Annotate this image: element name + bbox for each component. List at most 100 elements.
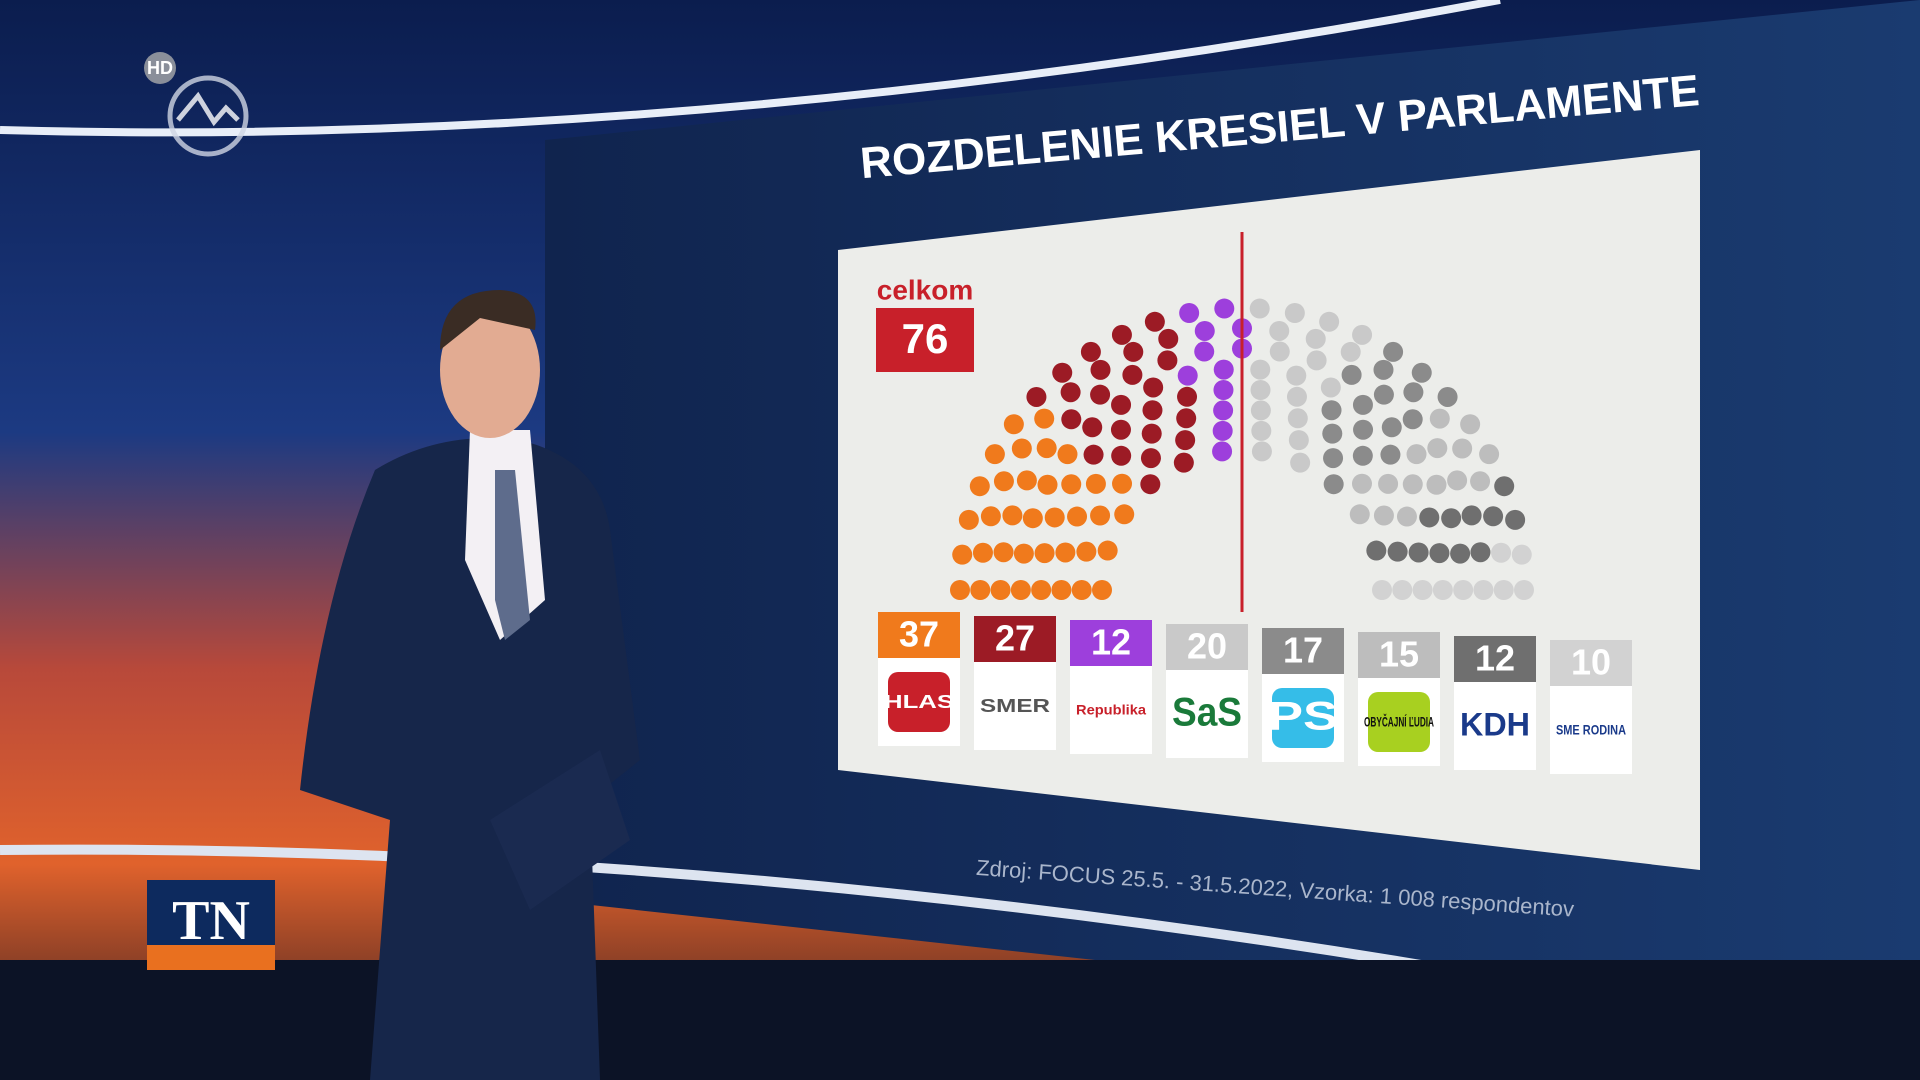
seat (1212, 441, 1233, 462)
seat (1250, 359, 1271, 380)
seat (993, 542, 1014, 563)
seat (1447, 470, 1468, 491)
seat (1177, 365, 1198, 386)
seat (1250, 400, 1271, 421)
seat (1349, 504, 1370, 525)
seat (1176, 408, 1197, 429)
party-value-box (974, 616, 1056, 662)
party-logo-text: Republika (1076, 702, 1146, 718)
party-value-box (1358, 632, 1440, 678)
seat (1076, 541, 1097, 562)
total-box (876, 308, 974, 372)
seat (1373, 384, 1394, 405)
seat (1505, 509, 1526, 530)
party-logo-box (1454, 682, 1536, 770)
party-logo-shape (888, 672, 950, 732)
party-logo-text: KDH (1460, 706, 1530, 742)
total-value: 76 (902, 315, 949, 362)
seat (1177, 386, 1198, 407)
seat (1002, 505, 1023, 526)
seat (972, 542, 993, 563)
seat (1251, 420, 1272, 441)
party-value: 20 (1187, 626, 1227, 667)
seat (1194, 341, 1215, 362)
seat (1142, 400, 1163, 421)
seat (1427, 438, 1448, 459)
seat (1158, 328, 1179, 349)
party-value: 17 (1283, 630, 1323, 671)
party-value-box (878, 612, 960, 658)
seat (1044, 507, 1065, 528)
party-value: 27 (995, 618, 1035, 659)
seat (1175, 430, 1196, 451)
channel-logo-glow (147, 945, 275, 970)
seat (970, 580, 991, 600)
seat (1286, 386, 1307, 407)
seat (1037, 474, 1058, 495)
station-logo (167, 75, 249, 157)
seat (1353, 419, 1374, 440)
hd-text: HD (147, 58, 173, 78)
seat (1378, 473, 1399, 494)
seat (1071, 580, 1092, 600)
seat (1061, 409, 1082, 430)
seat (1212, 420, 1233, 441)
party-logo-text: SME RODINA (1556, 722, 1626, 738)
party-logo-shape (1368, 692, 1430, 752)
seat (1402, 409, 1423, 430)
seat (1322, 423, 1343, 444)
seat (1403, 382, 1424, 403)
party-value-box (1262, 628, 1344, 674)
seat (1286, 365, 1307, 386)
seat (1090, 384, 1111, 405)
seat (1450, 543, 1471, 564)
seat (1031, 580, 1052, 600)
seat (1320, 377, 1341, 398)
party-logo-text: PS (1268, 695, 1338, 739)
seat (1034, 408, 1055, 429)
seat (1494, 476, 1515, 497)
presenter-suit (300, 438, 640, 1080)
seat (1090, 359, 1111, 380)
seat (1016, 470, 1037, 491)
party-value-box (1166, 624, 1248, 670)
seat (1143, 377, 1164, 398)
seat (1352, 394, 1373, 415)
seat (1090, 505, 1111, 526)
seat (1412, 580, 1433, 600)
seat (1429, 408, 1450, 429)
seat (1511, 544, 1532, 565)
presenter-tablet (490, 750, 630, 910)
seat (1352, 324, 1373, 345)
seat (1110, 419, 1131, 440)
total-label: celkom (877, 274, 974, 305)
seat (1381, 417, 1402, 438)
presenter-head (440, 302, 540, 438)
seat (1034, 543, 1055, 564)
seat (1323, 474, 1344, 495)
seat (1290, 452, 1311, 473)
party-logo-text: HLAS (884, 692, 954, 712)
seat (1003, 414, 1024, 435)
seat (1426, 474, 1447, 495)
party-value-box (1550, 640, 1632, 686)
seat (1479, 444, 1500, 465)
seat (1082, 417, 1103, 438)
seat (1461, 505, 1482, 526)
seat (1010, 580, 1031, 600)
seat (1373, 359, 1394, 380)
seat (1140, 448, 1161, 469)
seat (1411, 362, 1432, 383)
presenter-hair (440, 290, 536, 350)
seat (1452, 438, 1473, 459)
seat (1057, 444, 1078, 465)
seat (1473, 580, 1494, 600)
seat (1321, 400, 1342, 421)
seat (1085, 473, 1106, 494)
presenter-tie (495, 470, 530, 640)
seat (1483, 506, 1504, 527)
party-value: 15 (1379, 634, 1419, 675)
seat (1373, 505, 1394, 526)
